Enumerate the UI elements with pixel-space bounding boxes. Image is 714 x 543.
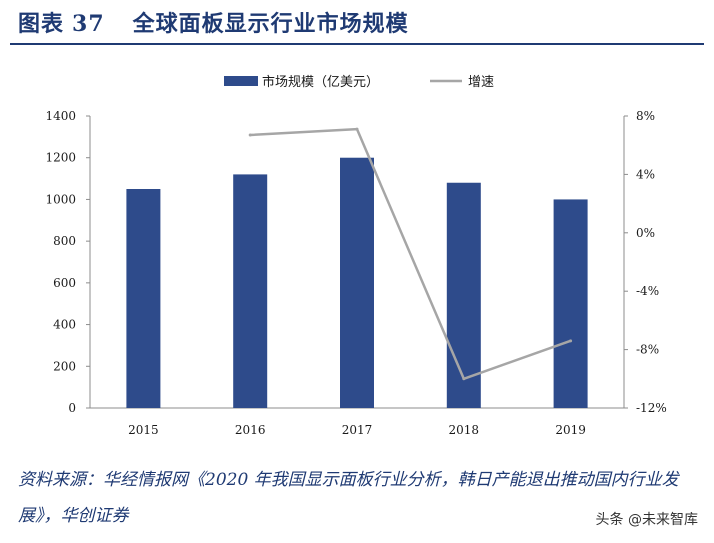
- legend-swatch-bar: [224, 76, 258, 86]
- line-series: [248, 127, 573, 381]
- bar-2015: [126, 189, 161, 408]
- left-axis-tick-label: 1000: [45, 192, 76, 206]
- bar-2018: [446, 182, 481, 408]
- right-axis-tick-label: 8%: [636, 109, 655, 123]
- right-axis-tick-label: -4%: [636, 284, 659, 298]
- growth-point-2017: [355, 127, 359, 131]
- bar-series: [126, 157, 588, 408]
- left-axis-tick-label: 200: [53, 359, 76, 373]
- growth-point-2018: [462, 377, 466, 381]
- legend-label-bar: 市场规模（亿美元）: [262, 74, 379, 90]
- legend-label-line: 增速: [468, 75, 494, 90]
- figure-label: 图表: [18, 11, 65, 37]
- left-axis-tick-label: 0: [68, 401, 76, 415]
- right-axis-tick-label: 4%: [636, 167, 655, 181]
- right-axis-tick-label: -12%: [636, 401, 667, 415]
- left-axis-tick-label: 800: [53, 234, 76, 248]
- x-axis-tick-label: 2017: [342, 423, 373, 437]
- source-note: 资料来源：华经情报网《2020 年我国显示面板行业分析，韩日产能退出推动国内行业…: [18, 470, 679, 526]
- chart: 市场规模（亿美元） 增速 0 200 400 600 800 1000 1200 1400 -12…: [45, 74, 666, 437]
- left-axis-tick-label: 1400: [45, 109, 76, 123]
- legend: 市场规模（亿美元） 增速: [224, 74, 494, 90]
- x-axis-tick-label: 2015: [128, 423, 159, 437]
- growth-point-2019: [569, 339, 573, 343]
- figure-title-text: 全球面板显示行业市场规模: [132, 11, 409, 37]
- right-axis-tick-label: 0%: [636, 226, 655, 240]
- bar-2016: [233, 174, 268, 408]
- growth-point-2016: [248, 133, 252, 137]
- growth-line: [250, 127, 572, 381]
- x-axis-tick-label: 2016: [235, 423, 266, 437]
- bar-2019: [553, 199, 588, 408]
- title-rule: [10, 43, 704, 45]
- bar-2017: [340, 157, 374, 408]
- right-axis-tick-label: -8%: [636, 343, 659, 357]
- left-axis-tick-label: 400: [53, 318, 76, 332]
- x-axis-tick-label: 2019: [555, 423, 586, 437]
- left-axis-tick-label: 600: [53, 276, 76, 290]
- left-axis-tick-label: 1200: [45, 151, 76, 165]
- figure-number: 37: [72, 11, 105, 37]
- watermark: 头条 @未来智库: [595, 512, 698, 528]
- x-axis-tick-label: 2018: [449, 423, 480, 437]
- figure-title: 图表 37 全球面板显示行业市场规模: [18, 6, 409, 38]
- tick-labels: 0 200 400 600 800 1000 1200 1400 -12% -8% -4% 0% 4% 8…: [45, 109, 666, 437]
